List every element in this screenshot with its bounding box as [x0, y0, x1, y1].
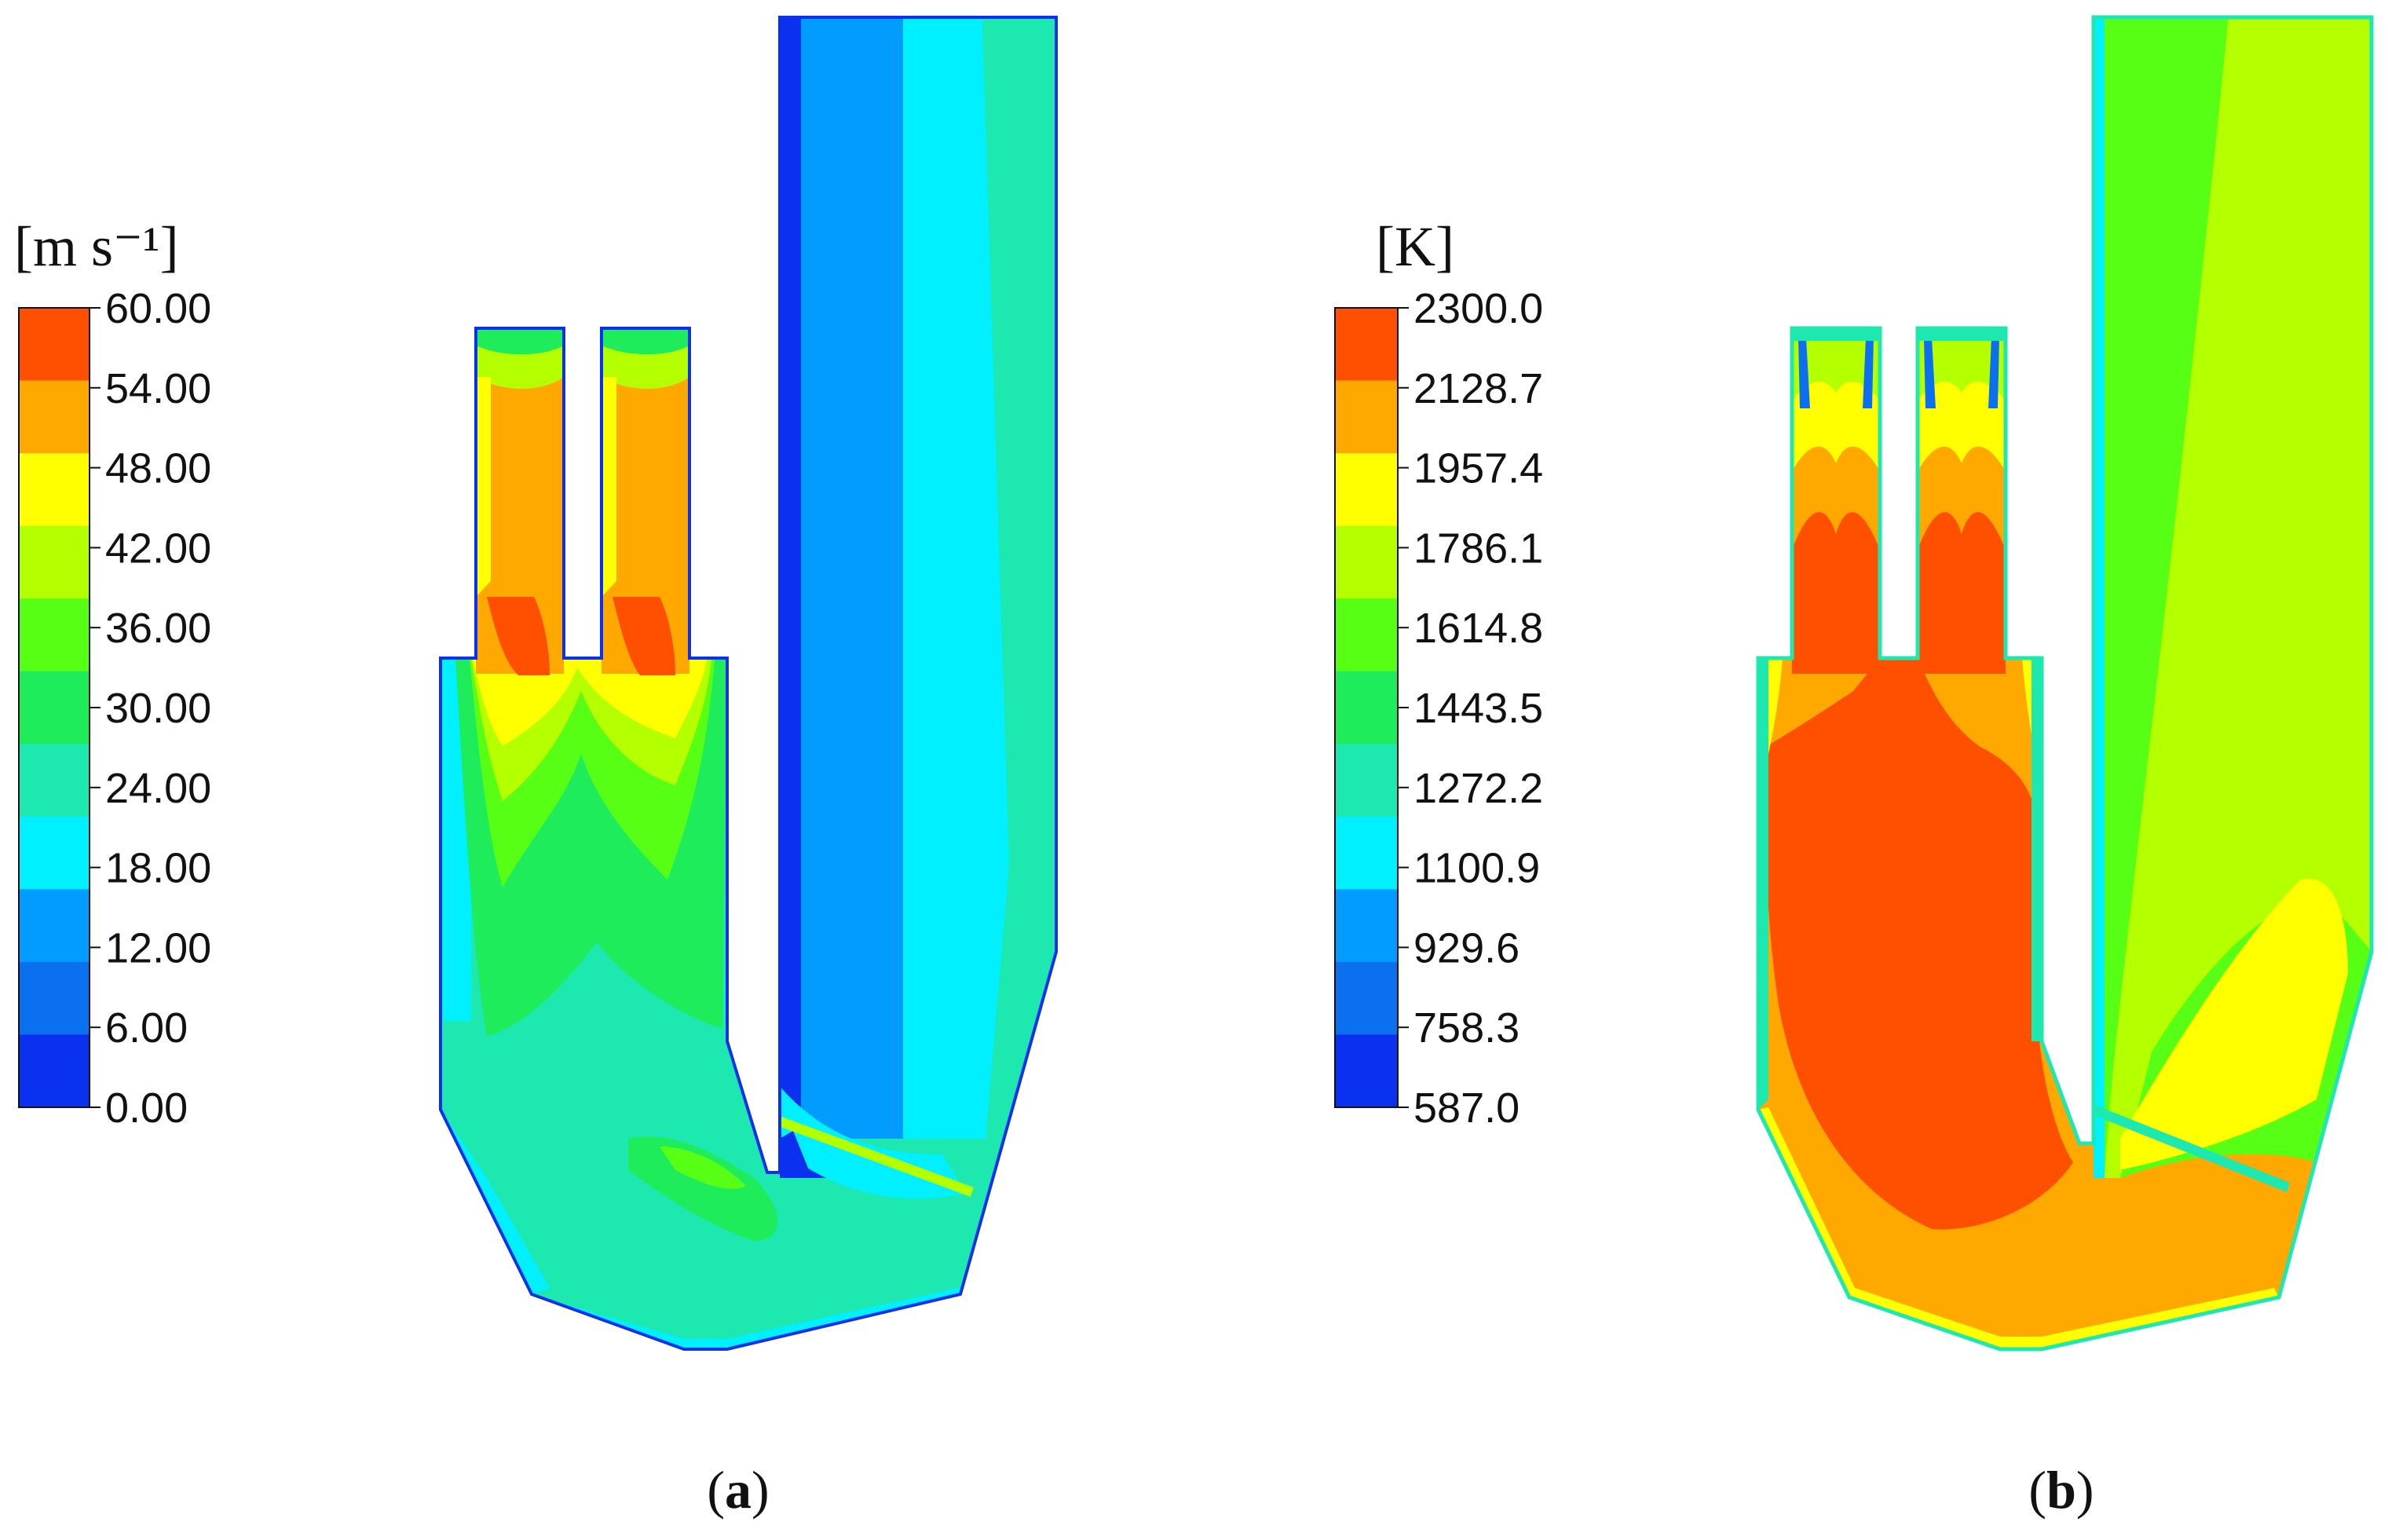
hotspot-a [613, 597, 675, 675]
colorbar-band [1335, 961, 1398, 1035]
nozzle-edge-a [602, 377, 616, 597]
colorbar-band [1335, 744, 1398, 818]
wall-band-b [2031, 658, 2042, 1041]
colorbar-tick-label: 6.00 [105, 1004, 188, 1052]
field-band-b [2120, 878, 2348, 1170]
nozzle-cool-b [1792, 328, 2006, 341]
colorbar-band [19, 308, 90, 382]
colorbar-band [19, 598, 90, 672]
nozzle-tip-b [1918, 328, 2006, 401]
colorbar-band [19, 889, 90, 963]
nozzle-tip-a [602, 328, 689, 355]
colorbar-tick-label: 30.00 [105, 685, 211, 732]
colorbar-tick-label: 54.00 [105, 365, 211, 412]
colorbar-tick-label: 758.3 [1413, 1004, 1519, 1052]
field-band-b [2094, 17, 2105, 1178]
colorbar-tick-label: 2128.7 [1413, 365, 1543, 412]
colorbar-ticks-a: 60.00 54.00 48.00 42.00 36.00 30.00 24.00 18.00… [90, 285, 211, 1132]
colorbar-band [1335, 598, 1398, 672]
nozzle-tip-a [476, 328, 564, 355]
colorbar-tick-label: 24.00 [105, 765, 211, 812]
colorbar-band [19, 380, 90, 454]
colorbar-bands-a [18, 307, 90, 1108]
wall-band-a [532, 1288, 960, 1349]
caption-a: (a) [707, 1460, 769, 1520]
colorbar-band [1335, 453, 1398, 527]
colorbar-tick-label: 18.00 [105, 845, 211, 892]
colorbar-band [1335, 308, 1398, 382]
colorbar-band [1335, 671, 1398, 744]
colorbar-tick-label: 1786.1 [1413, 525, 1543, 572]
velocity-contour [441, 17, 1056, 1349]
colorbar-band [19, 961, 90, 1035]
colorbar-tick-label: 36.00 [105, 605, 211, 652]
colorbar-tick-label: 587.0 [1413, 1085, 1519, 1132]
colorbar-a: [m s⁻¹] 60.00 54.00 48.00 42.00 36.00 30.00 24… [14, 215, 211, 1132]
colorbar-band [19, 1034, 90, 1108]
vortex-a [660, 1147, 746, 1189]
colorbar-band [19, 453, 90, 527]
field-band-a [982, 17, 1056, 952]
colorbar-tick-label: 0.00 [105, 1085, 188, 1132]
unit-label-b: [K] [1376, 215, 1454, 278]
colorbar-tick-label: 48.00 [105, 445, 211, 492]
colorbar-bands-b [1334, 307, 1399, 1108]
colorbar-band [19, 671, 90, 744]
colorbar-tick-label: 1614.8 [1413, 605, 1543, 652]
colorbar-tick-label: 12.00 [105, 924, 211, 971]
colorbar-tick-label: 42.00 [105, 525, 211, 572]
colorbar-band [19, 816, 90, 890]
flame-core-b [1765, 658, 2073, 1230]
wall-band-a [441, 1110, 550, 1294]
colorbar-band [19, 744, 90, 818]
field-band-a [801, 17, 915, 1139]
colorbar-tick-label: 1100.9 [1413, 845, 1540, 892]
vortex-a [628, 1136, 777, 1241]
outline-a [439, 16, 1058, 1351]
colorbar-tick-label: 60.00 [105, 285, 211, 332]
field-band-a [903, 17, 1009, 1139]
colorbar-band [1335, 816, 1398, 890]
nozzle-edge-a [476, 377, 491, 597]
nozzle-tip-b [1792, 328, 1880, 401]
caption-b: (b) [2028, 1460, 2094, 1520]
baffle-b [2078, 1099, 2290, 1192]
colorbar-tick-label: 1443.5 [1413, 685, 1543, 732]
baffle-a [774, 1115, 974, 1197]
colorbar-band [1335, 525, 1398, 599]
colorbar-band [1335, 380, 1398, 454]
hotspot-a [487, 597, 550, 675]
unit-label-a: [m s⁻¹] [14, 215, 179, 278]
colorbar-b: [K] 2300.0 2128.7 1957.4 1786.1 1614.8 1443.5… [1334, 215, 1543, 1132]
colorbar-ticks-b: 2300.0 2128.7 1957.4 1786.1 1614.8 1443.5 1272… [1398, 285, 1543, 1132]
colorbar-band [1335, 889, 1398, 963]
outline-b [1756, 15, 2374, 1352]
temperature-contour [1758, 17, 2372, 1349]
colorbar-band [1335, 1034, 1398, 1108]
colorbar-tick-label: 1272.2 [1413, 765, 1543, 812]
wall-band-b [1758, 658, 1768, 1110]
colorbar-band [19, 525, 90, 599]
colorbar-tick-label: 2300.0 [1413, 285, 1543, 332]
colorbar-tick-label: 1957.4 [1413, 445, 1543, 492]
colorbar-tick-label: 929.6 [1413, 924, 1519, 971]
field-band-a [473, 660, 707, 746]
